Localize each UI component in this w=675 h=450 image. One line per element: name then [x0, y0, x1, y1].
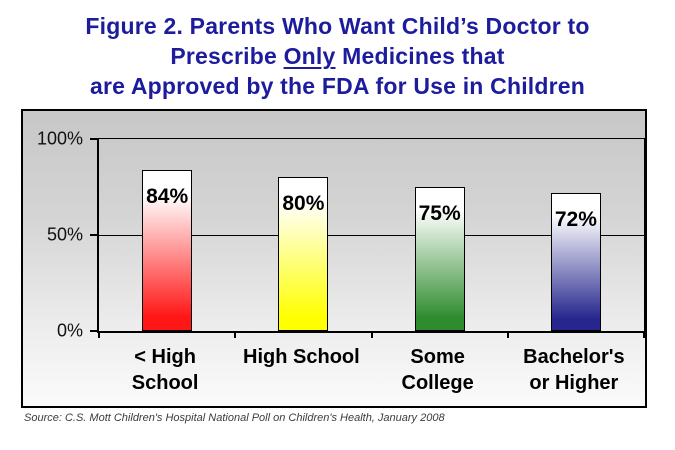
y-tick-label-100: 100% — [36, 128, 83, 149]
bar-cell-3: 72% — [508, 139, 644, 331]
y-tick-mark-50 — [90, 234, 99, 236]
x-tick-mark-100 — [643, 331, 645, 338]
x-axis-label-high-school: High School — [243, 346, 360, 368]
bar-value-label: 72% — [554, 207, 597, 231]
x-axis-label-bachelor-s-or-higher: Bachelor's or Higher — [523, 346, 625, 394]
bars-container: 84% 80% 75% 72% — [99, 139, 644, 331]
x-tick-mark-25 — [234, 331, 237, 338]
bar--high-school: 84% — [142, 169, 193, 331]
y-tick-mark-0 — [90, 330, 99, 332]
x-tick-mark-50 — [370, 331, 373, 338]
source-note: Source: C.S. Mott Children's Hospital Na… — [24, 412, 445, 424]
bar-cell-2: 75% — [372, 139, 508, 331]
bar-bachelor-s-or-higher: 72% — [550, 192, 601, 331]
bar-cell-0: 84% — [99, 139, 235, 331]
bar-value-label: 84% — [146, 184, 189, 208]
chart-frame: 100% 50% 0% 84% 80% 75% 72% < High School High… — [21, 109, 647, 408]
title-line-2-underlined: Only — [283, 43, 336, 69]
plot-area: 100% 50% 0% 84% 80% 75% 72% — [37, 129, 645, 341]
title-line-2: Prescribe Only Medicines that — [0, 41, 675, 71]
x-axis-label-some-college: Some College — [401, 346, 474, 394]
title-line-1: Figure 2. Parents Who Want Child’s Docto… — [85, 13, 590, 39]
x-tick-mark-0 — [98, 331, 100, 338]
bar-high-school: 80% — [278, 177, 329, 331]
bar-some-college: 75% — [414, 187, 465, 331]
bar-value-label: 80% — [282, 192, 325, 216]
x-axis-label--high-school: < High School — [131, 346, 199, 394]
x-tick-mark-75 — [506, 331, 509, 338]
y-tick-mark-100 — [90, 138, 99, 140]
bar-cell-1: 80% — [235, 139, 371, 331]
chart-title: Figure 2. Parents Who Want Child’s Docto… — [0, 11, 675, 101]
title-line-3: are Approved by the FDA for Use in Child… — [89, 73, 586, 99]
x-axis-labels: < High School High School Some College Bach… — [97, 344, 642, 396]
bar-value-label: 75% — [418, 202, 461, 225]
y-tick-label-50: 50% — [46, 224, 83, 245]
gridline-50 — [99, 235, 644, 236]
y-tick-label-0: 0% — [56, 320, 83, 341]
title-line-2-pre: Prescribe — [170, 43, 284, 69]
title-line-2-post: Medicines that — [335, 43, 505, 69]
